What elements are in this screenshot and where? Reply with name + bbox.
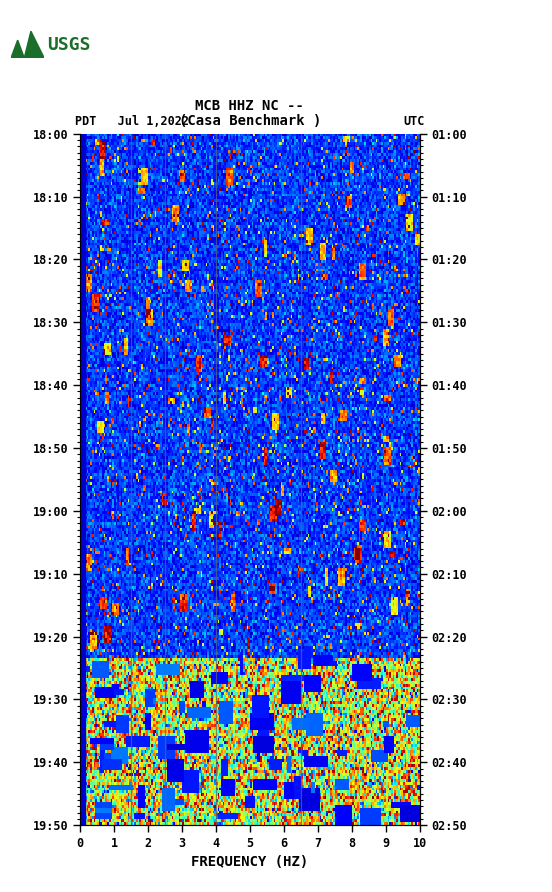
Text: UTC: UTC: [404, 114, 425, 128]
Polygon shape: [11, 31, 44, 58]
Text: (Casa Benchmark ): (Casa Benchmark ): [179, 113, 321, 128]
Text: PDT   Jul 1,2022: PDT Jul 1,2022: [75, 114, 189, 128]
X-axis label: FREQUENCY (HZ): FREQUENCY (HZ): [191, 855, 309, 870]
Bar: [78, 134, 85, 825]
Text: MCB HHZ NC --: MCB HHZ NC --: [195, 99, 304, 113]
Text: USGS: USGS: [47, 36, 91, 54]
